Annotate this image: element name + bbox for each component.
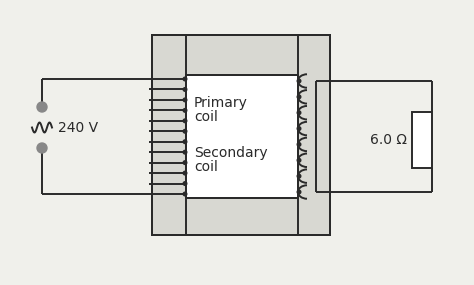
- Bar: [186, 75, 298, 198]
- Circle shape: [183, 171, 187, 175]
- Text: 240 V: 240 V: [58, 121, 98, 135]
- Text: Primary: Primary: [194, 96, 248, 110]
- Bar: [412, 112, 432, 168]
- Circle shape: [297, 174, 301, 178]
- Circle shape: [183, 98, 187, 102]
- Circle shape: [183, 77, 187, 81]
- Circle shape: [37, 102, 47, 112]
- Text: coil: coil: [194, 110, 218, 124]
- Circle shape: [297, 79, 301, 83]
- Bar: [152, 198, 330, 235]
- Circle shape: [183, 161, 187, 164]
- Circle shape: [37, 143, 47, 153]
- Circle shape: [297, 190, 301, 194]
- Circle shape: [183, 129, 187, 133]
- Bar: [152, 35, 186, 235]
- Circle shape: [297, 142, 301, 146]
- Bar: [152, 35, 330, 75]
- Circle shape: [183, 140, 187, 144]
- Circle shape: [183, 150, 187, 154]
- Bar: [298, 35, 330, 235]
- Bar: [186, 75, 298, 198]
- Circle shape: [297, 95, 301, 99]
- Text: 6.0 Ω: 6.0 Ω: [370, 133, 407, 147]
- Circle shape: [297, 158, 301, 162]
- Circle shape: [183, 119, 187, 123]
- Circle shape: [183, 109, 187, 112]
- Circle shape: [297, 111, 301, 115]
- Bar: [152, 35, 330, 235]
- Circle shape: [183, 182, 187, 185]
- Text: Secondary: Secondary: [194, 146, 268, 160]
- Circle shape: [297, 127, 301, 130]
- Text: coil: coil: [194, 160, 218, 174]
- Circle shape: [183, 88, 187, 91]
- Circle shape: [183, 192, 187, 196]
